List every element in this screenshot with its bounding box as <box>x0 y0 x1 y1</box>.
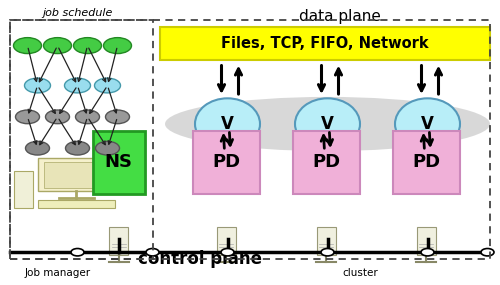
Bar <box>38 158 115 191</box>
Text: Job manager: Job manager <box>24 268 90 278</box>
Text: PD: PD <box>312 153 340 172</box>
Circle shape <box>321 249 334 256</box>
Circle shape <box>481 249 494 256</box>
Bar <box>109 227 128 255</box>
Circle shape <box>146 249 159 256</box>
Circle shape <box>66 141 90 155</box>
Circle shape <box>76 110 100 124</box>
Text: job schedule: job schedule <box>42 8 112 18</box>
Ellipse shape <box>395 98 460 150</box>
Circle shape <box>421 249 434 256</box>
Text: V: V <box>421 115 434 133</box>
Text: control plane: control plane <box>138 250 262 268</box>
Bar <box>38 200 115 208</box>
Circle shape <box>71 249 84 256</box>
Bar <box>217 227 236 255</box>
Circle shape <box>94 78 120 93</box>
Bar <box>10 20 152 259</box>
Bar <box>392 131 460 194</box>
Text: cluster: cluster <box>342 268 378 278</box>
Circle shape <box>106 110 130 124</box>
Text: NS: NS <box>105 153 133 172</box>
Bar <box>44 162 109 188</box>
Ellipse shape <box>165 97 490 151</box>
Circle shape <box>64 78 90 93</box>
Circle shape <box>46 110 70 124</box>
Text: V: V <box>321 115 334 133</box>
Circle shape <box>14 38 42 54</box>
Circle shape <box>24 78 50 93</box>
Text: V: V <box>221 115 234 133</box>
Circle shape <box>26 141 50 155</box>
Bar <box>14 171 33 208</box>
Text: Files, TCP, FIFO, Network: Files, TCP, FIFO, Network <box>221 36 429 51</box>
Circle shape <box>96 141 120 155</box>
Ellipse shape <box>195 98 260 150</box>
Bar <box>192 131 260 194</box>
Circle shape <box>44 38 72 54</box>
Circle shape <box>104 38 132 54</box>
Bar <box>160 27 490 60</box>
Text: PD: PD <box>212 153 240 172</box>
Bar <box>417 227 436 255</box>
Circle shape <box>74 38 102 54</box>
Text: data plane: data plane <box>299 9 381 24</box>
Circle shape <box>16 110 40 124</box>
Bar <box>292 131 360 194</box>
Text: PD: PD <box>412 153 440 172</box>
Bar <box>10 20 490 259</box>
Circle shape <box>221 249 234 256</box>
Bar <box>92 131 145 194</box>
Bar <box>317 227 336 255</box>
Ellipse shape <box>295 98 360 150</box>
